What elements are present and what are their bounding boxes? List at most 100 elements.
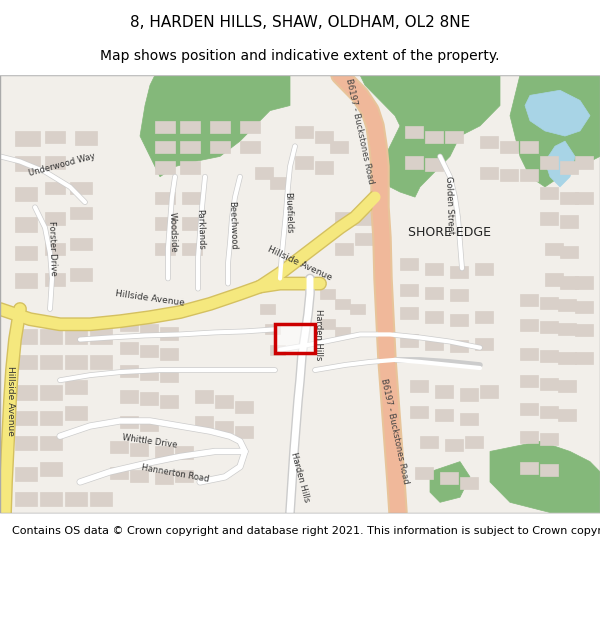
Text: 8, HARDEN HILLS, SHAW, OLDHAM, OL2 8NE: 8, HARDEN HILLS, SHAW, OLDHAM, OL2 8NE <box>130 15 470 30</box>
Bar <box>235 426 253 438</box>
Bar <box>15 436 37 451</box>
Bar <box>155 217 175 229</box>
Bar <box>540 297 558 309</box>
Bar <box>180 161 200 174</box>
Polygon shape <box>430 462 470 503</box>
Bar <box>175 446 193 459</box>
Bar <box>520 402 538 415</box>
Bar <box>475 263 493 276</box>
Bar <box>65 355 87 369</box>
Bar <box>445 131 463 143</box>
Bar <box>500 141 518 153</box>
Polygon shape <box>360 75 500 197</box>
Bar <box>15 386 37 399</box>
Text: Hillside Avenue: Hillside Avenue <box>266 244 334 282</box>
Bar <box>575 276 593 289</box>
Bar <box>475 338 493 350</box>
Text: Map shows position and indicative extent of the property.: Map shows position and indicative extent… <box>100 49 500 63</box>
Bar <box>15 355 37 369</box>
Bar <box>195 416 213 428</box>
Bar <box>445 439 463 451</box>
Bar <box>480 136 498 148</box>
Bar <box>575 192 593 204</box>
Bar <box>90 355 112 369</box>
Bar <box>410 406 428 418</box>
Bar <box>400 258 418 271</box>
Bar <box>90 492 112 506</box>
Bar <box>45 131 65 143</box>
Bar <box>120 391 138 402</box>
Bar <box>520 141 538 153</box>
Polygon shape <box>545 141 575 187</box>
Bar <box>235 401 253 412</box>
Text: Golden Street: Golden Street <box>445 176 455 234</box>
Bar <box>40 492 62 506</box>
Bar <box>540 350 558 362</box>
Text: Beechwood: Beechwood <box>227 201 238 250</box>
Bar <box>415 467 433 479</box>
Bar <box>335 299 350 309</box>
Polygon shape <box>275 324 315 352</box>
Bar <box>65 380 87 394</box>
Bar <box>425 158 443 171</box>
Bar <box>558 409 576 421</box>
Bar <box>40 436 62 451</box>
Bar <box>182 217 202 229</box>
Bar <box>70 268 92 281</box>
Polygon shape <box>510 75 600 187</box>
Bar <box>155 141 175 153</box>
Bar <box>460 388 478 401</box>
Bar <box>545 243 563 255</box>
Bar <box>40 355 62 369</box>
Bar <box>110 441 128 454</box>
Text: Woodside: Woodside <box>168 212 178 253</box>
Bar <box>400 307 418 319</box>
Bar <box>45 273 65 286</box>
Text: Harden Hills: Harden Hills <box>289 451 311 503</box>
Bar <box>160 370 178 382</box>
Bar <box>520 319 538 331</box>
Bar <box>15 246 37 260</box>
Bar <box>45 156 65 169</box>
Bar <box>520 294 538 306</box>
Bar <box>560 216 578 227</box>
Bar <box>465 436 483 448</box>
Text: Hannerton Road: Hannerton Road <box>140 464 209 484</box>
Bar <box>155 472 173 484</box>
Bar <box>240 121 260 133</box>
Bar <box>120 365 138 377</box>
Bar <box>355 232 373 245</box>
Bar <box>440 472 458 484</box>
Bar <box>160 328 178 339</box>
Bar <box>295 156 313 169</box>
Bar <box>558 299 576 311</box>
Bar <box>425 263 443 276</box>
Bar <box>40 411 62 425</box>
Bar <box>210 121 230 133</box>
Bar <box>560 161 578 174</box>
Bar <box>355 213 373 224</box>
Bar <box>215 421 233 433</box>
Bar <box>405 156 423 169</box>
Bar <box>155 446 173 459</box>
Bar <box>420 436 438 448</box>
Bar <box>140 344 158 357</box>
Bar <box>175 470 193 482</box>
Bar <box>540 321 558 333</box>
Text: Bluefields: Bluefields <box>283 191 293 233</box>
Bar <box>545 273 563 286</box>
Bar <box>140 368 158 380</box>
Bar <box>450 314 468 326</box>
Bar <box>75 131 97 145</box>
Bar <box>520 169 538 181</box>
Bar <box>130 443 148 456</box>
Text: Contains OS data © Crown copyright and database right 2021. This information is : Contains OS data © Crown copyright and d… <box>12 526 600 536</box>
Polygon shape <box>0 75 600 512</box>
Bar <box>540 378 558 391</box>
Bar <box>160 348 178 360</box>
Bar <box>450 289 468 301</box>
Bar <box>70 208 92 219</box>
Bar <box>400 334 418 347</box>
Bar <box>450 266 468 279</box>
Bar <box>400 284 418 296</box>
